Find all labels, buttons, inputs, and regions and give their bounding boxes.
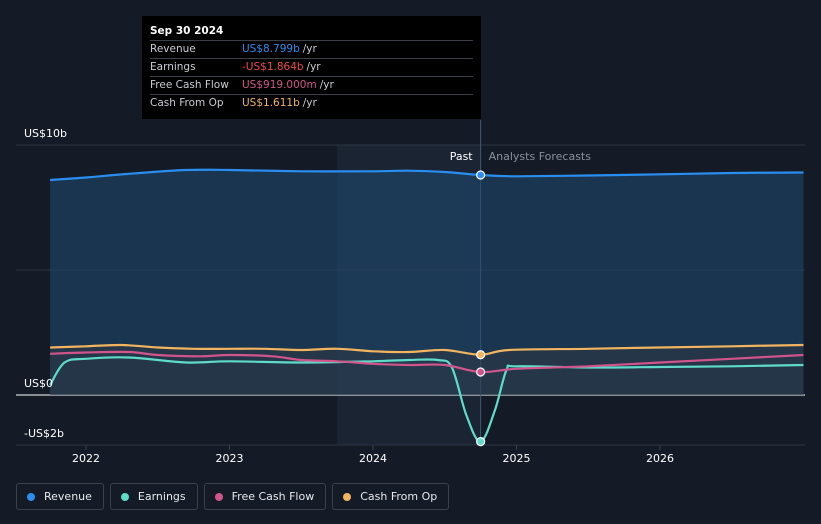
cash_from_op-line xyxy=(50,343,804,356)
legend-label: Earnings xyxy=(137,490,186,503)
tooltip-row-value: US$8.799b xyxy=(242,43,300,55)
legend-item-earnings[interactable]: Earnings xyxy=(109,483,198,510)
y-tick-label: US$10b xyxy=(24,127,67,140)
x-tick-label: 2023 xyxy=(216,452,244,465)
free_cash_flow-line xyxy=(50,350,804,374)
y-tick-label: -US$2b xyxy=(24,427,64,440)
legend-dot-icon xyxy=(120,492,129,501)
tooltip-row-unit: /yr xyxy=(302,97,317,109)
tooltip-row-label: Free Cash Flow xyxy=(150,79,229,91)
legend: Revenue Earnings Free Cash Flow Cash From O… xyxy=(16,483,455,510)
tooltip-row-unit: /yr xyxy=(302,43,317,55)
revenue-area xyxy=(50,169,804,395)
legend-item-revenue[interactable]: Revenue xyxy=(16,483,104,510)
tooltip: Sep 30 2024 Revenue US$8.799b/yr Earnings -… xyxy=(142,16,481,119)
legend-item-cash-from-op[interactable]: Cash From Op xyxy=(332,483,450,510)
revenue-marker xyxy=(476,170,486,180)
legend-label: Free Cash Flow xyxy=(231,490,315,503)
legend-dot-icon xyxy=(343,492,352,501)
y-tick-label: US$0 xyxy=(24,377,53,390)
earnings-line xyxy=(49,356,804,443)
x-tick-label: 2024 xyxy=(359,452,387,465)
tooltip-row-label: Cash From Op xyxy=(150,97,224,109)
x-tick-label: 2025 xyxy=(503,452,531,465)
legend-label: Cash From Op xyxy=(360,490,438,503)
tooltip-row-value: US$919.000m xyxy=(242,79,317,91)
tooltip-row: Earnings -US$1.864b/yr xyxy=(150,58,473,76)
tooltip-row-unit: /yr xyxy=(306,61,321,73)
legend-label: Revenue xyxy=(44,490,92,503)
x-tick-label: 2022 xyxy=(72,452,100,465)
tooltip-row: Cash From Op US$1.611b/yr xyxy=(150,94,473,112)
legend-item-free-cash-flow[interactable]: Free Cash Flow xyxy=(203,483,327,510)
tooltip-row-label: Earnings xyxy=(150,61,196,73)
tooltip-row-label: Revenue xyxy=(150,43,196,55)
legend-dot-icon xyxy=(214,492,223,501)
tooltip-row-value: -US$1.864b xyxy=(242,61,304,73)
chart-area: US$10b US$0 -US$2b 2022 2023 2024 2025 2026 Past… xyxy=(16,120,805,465)
revenue-line xyxy=(50,168,804,182)
earnings-marker xyxy=(476,437,486,447)
tooltip-row-value: US$1.611b xyxy=(242,97,300,109)
cash_from_op-marker xyxy=(476,350,486,360)
tooltip-row: Free Cash Flow US$919.000m/yr xyxy=(150,76,473,94)
tooltip-row-unit: /yr xyxy=(319,79,334,91)
legend-dot-icon xyxy=(27,492,35,501)
cash_from_op-area xyxy=(50,344,804,395)
free_cash_flow-marker xyxy=(476,367,486,377)
past-label: Past xyxy=(450,150,474,163)
tooltip-date: Sep 30 2024 xyxy=(150,25,224,37)
tooltip-row: Revenue US$8.799b/yr xyxy=(150,40,473,58)
forecast-label: Analysts Forecasts xyxy=(489,150,592,163)
x-tick-label: 2026 xyxy=(646,452,674,465)
